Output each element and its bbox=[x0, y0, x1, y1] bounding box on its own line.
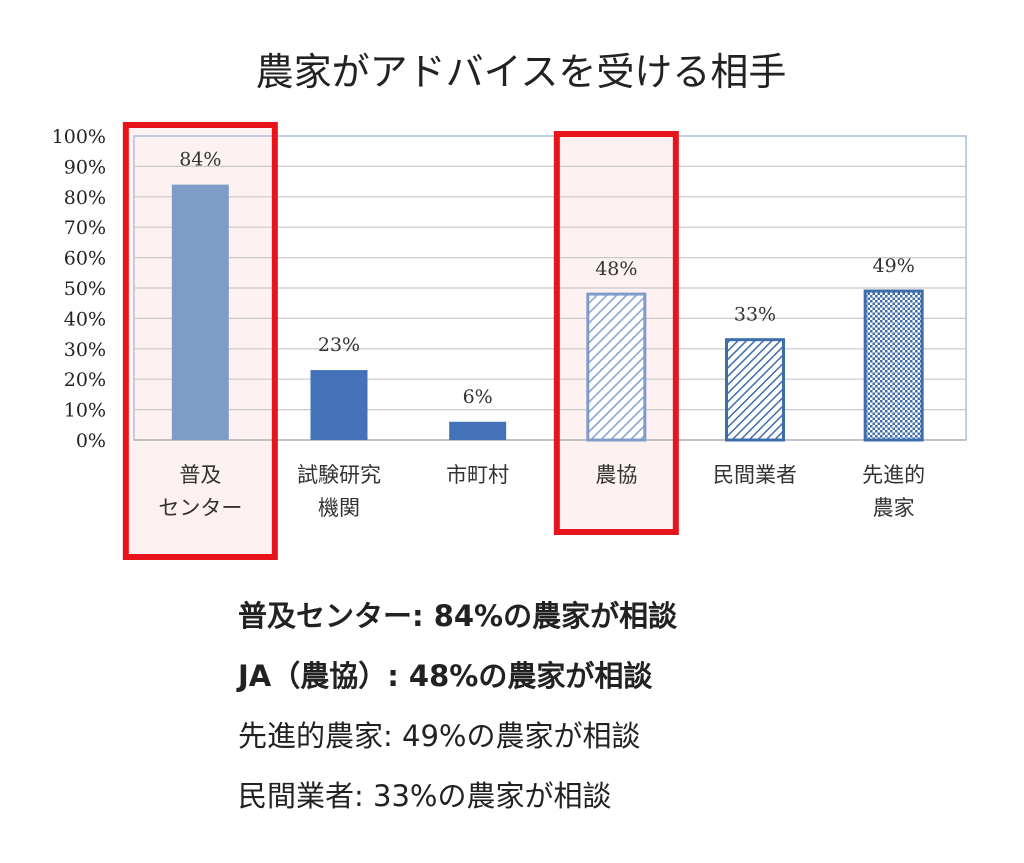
category-label: 民間業者 bbox=[713, 463, 797, 487]
y-tick-label: 20% bbox=[64, 369, 106, 391]
y-tick-label: 40% bbox=[64, 308, 106, 330]
bar-3 bbox=[586, 292, 647, 442]
data-label: 84% bbox=[179, 149, 221, 171]
y-tick-label: 0% bbox=[76, 430, 106, 452]
summary-line-advanced-farmer: 先進的農家: 49%の農家が相談 bbox=[238, 719, 641, 753]
data-label: 48% bbox=[595, 258, 637, 280]
bar-chart: 農家がアドバイスを受ける相手 0% 10% 20% 30% 40% 50% 60% 70% 80… bbox=[52, 50, 967, 560]
y-tick-label: 100% bbox=[52, 126, 106, 148]
category-label: 試験研究 bbox=[297, 463, 381, 487]
bar-2 bbox=[449, 421, 507, 440]
chart-title: 農家がアドバイスを受ける相手 bbox=[256, 50, 787, 94]
category-label: 機関 bbox=[318, 496, 360, 520]
y-tick-label: 30% bbox=[64, 339, 106, 361]
highlight-box bbox=[553, 131, 679, 535]
bar-4 bbox=[725, 338, 785, 442]
y-tick-label: 60% bbox=[64, 248, 106, 270]
y-tick-label: 10% bbox=[64, 400, 106, 422]
summary-line-extension-center: 普及センター: 84%の農家が相談 bbox=[238, 599, 678, 633]
category-label: 農協 bbox=[595, 463, 637, 487]
bar-0 bbox=[171, 184, 229, 440]
category-label: 先進的 bbox=[862, 463, 925, 487]
y-tick-label: 70% bbox=[64, 217, 106, 239]
y-tick-label: 50% bbox=[64, 278, 106, 300]
highlight-box bbox=[122, 122, 278, 560]
data-label: 6% bbox=[463, 386, 493, 408]
summary-list: 普及センター: 84%の農家が相談 JA（農協）: 48%の農家が相談 先進的農… bbox=[238, 596, 998, 836]
category-label: 市町村 bbox=[446, 463, 509, 487]
summary-line-ja: JA（農協）: 48%の農家が相談 bbox=[238, 659, 653, 693]
bar-5 bbox=[863, 289, 924, 442]
category-label: 農家 bbox=[873, 496, 915, 520]
y-tick-label: 80% bbox=[64, 187, 106, 209]
bar-1 bbox=[310, 370, 368, 440]
summary-line-private-companies: 民間業者: 33%の農家が相談 bbox=[238, 779, 612, 813]
data-label: 33% bbox=[734, 304, 776, 326]
category-label: センター bbox=[158, 496, 242, 520]
data-label: 49% bbox=[873, 255, 915, 277]
y-tick-label: 90% bbox=[64, 156, 106, 178]
data-label: 23% bbox=[318, 334, 360, 356]
category-label: 普及 bbox=[179, 463, 221, 487]
